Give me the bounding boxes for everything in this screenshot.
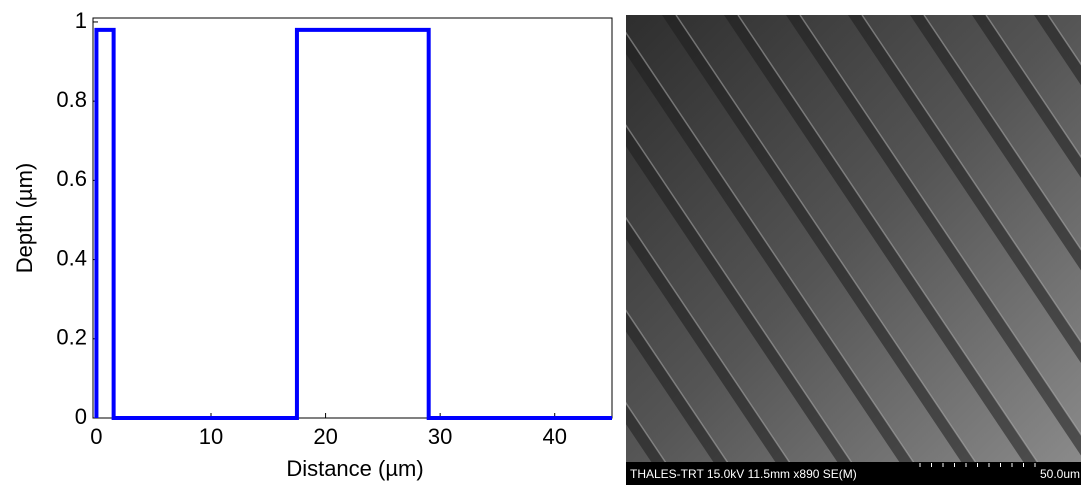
y-tick-label: 0: [75, 404, 87, 429]
groove-edge: [626, 309, 729, 463]
groove-edge: [675, 15, 977, 463]
groove-shadow: [848, 15, 1081, 363]
y-tick-label: 0.4: [56, 245, 87, 270]
groove-shadow: [1034, 15, 1081, 86]
sem-grooves: [626, 15, 1081, 463]
groove-shadow: [910, 15, 1081, 271]
groove-shadow: [724, 15, 1038, 463]
groove-edge: [626, 31, 915, 463]
sem-caption: THALES-TRT 15.0kV 11.5mm x890 SE(M): [630, 467, 857, 481]
x-tick-label: 10: [199, 424, 223, 449]
groove-edge: [626, 124, 853, 463]
y-tick-label: 0.2: [56, 325, 87, 350]
groove-edge: [737, 15, 1039, 463]
sem-info-bar: [626, 462, 1081, 485]
x-tick-label: 30: [428, 424, 452, 449]
x-axis-label: Distance (µm): [286, 456, 423, 481]
groove-edge: [985, 15, 1081, 159]
profile-line: [94, 27, 612, 420]
groove-edge: [799, 15, 1081, 436]
groove-shadow: [786, 15, 1081, 456]
groove-shadow: [972, 15, 1081, 178]
y-tick-label: 0.6: [56, 166, 87, 191]
groove-edge: [923, 15, 1081, 251]
x-tick-label: 0: [90, 424, 102, 449]
plot-area: [92, 17, 613, 419]
groove-shadow: [662, 15, 976, 463]
sem-scale-label: 50.0um: [1040, 467, 1080, 481]
x-tick-label: 40: [542, 424, 566, 449]
groove-edge: [626, 216, 791, 463]
groove-edge: [861, 15, 1081, 344]
y-tick-label: 0.8: [56, 87, 87, 112]
sem-image: [626, 15, 1081, 463]
y-axis-label: Depth (µm): [12, 163, 37, 273]
y-tick-label: 1: [75, 8, 87, 33]
x-tick-label: 20: [313, 424, 337, 449]
sem-scale-bar: [919, 463, 1036, 467]
